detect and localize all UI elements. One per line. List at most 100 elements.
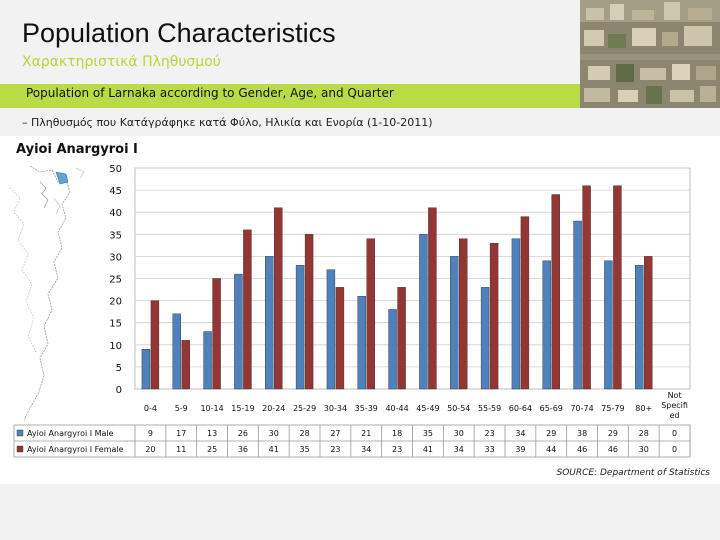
y-tick-label: 30 [109, 252, 122, 263]
y-tick-label: 0 [116, 385, 122, 396]
category-label: 25-29 [293, 404, 316, 413]
data-table-value: 41 [269, 445, 279, 454]
legend-label: Ayioi Anargyroi I Male [27, 429, 114, 438]
bar-male [604, 260, 613, 390]
category-label: 10-14 [200, 404, 223, 413]
bar-female [274, 207, 283, 390]
category-label: 70-74 [570, 404, 593, 413]
category-label: 20-24 [262, 404, 285, 413]
location-map [0, 158, 115, 424]
data-table-value: 34 [454, 445, 464, 454]
source-note: SOURCE: Department of Statistics [556, 468, 710, 478]
bar-male [357, 295, 366, 390]
category-label: 50-54 [447, 404, 470, 413]
category-label: Specifi [661, 401, 688, 410]
bar-male [141, 349, 151, 390]
bar-female [150, 300, 160, 390]
aerial-photo-image [580, 0, 720, 108]
data-table-value: 38 [577, 429, 587, 438]
data-table-value: 20 [145, 445, 155, 454]
y-tick-label: 50 [109, 164, 122, 175]
y-tick-label: 45 [109, 186, 122, 197]
bar-female [212, 278, 221, 390]
y-tick-label: 25 [109, 275, 122, 286]
data-table-value: 46 [577, 445, 587, 454]
bar-male [388, 309, 397, 390]
data-table-value: 21 [361, 429, 371, 438]
location-map-image [9, 165, 85, 421]
data-table-value: 39 [515, 445, 525, 454]
area-name: Ayioi Anargyroi I [16, 142, 138, 157]
banner-bar [0, 84, 580, 108]
category-label: 35-39 [355, 404, 378, 413]
bar-male [419, 234, 428, 390]
bar-female [335, 287, 345, 390]
category-labels: 0-4 5-9 10-14 15-19 20-24 25-29 30-34 35-39 40-4… [144, 391, 688, 420]
category-label: 65-69 [540, 404, 563, 413]
category-label: 0-4 [144, 404, 157, 413]
data-table-value: 28 [299, 429, 309, 438]
y-axis-ticks: 0 5 10 15 20 25 30 35 40 45 50 [109, 164, 122, 396]
bar-female [459, 238, 468, 390]
data-table-value: 17 [176, 429, 186, 438]
data-table-value: 44 [546, 445, 556, 454]
category-label: 60-64 [509, 404, 532, 413]
data-table-value: 35 [423, 429, 433, 438]
data-table-value: 27 [330, 429, 340, 438]
bar-male [480, 287, 490, 390]
bar-female [243, 229, 252, 390]
bar-female [551, 194, 560, 390]
bar-male [234, 273, 243, 390]
y-tick-label: 5 [116, 363, 122, 374]
data-table-value: 29 [608, 429, 618, 438]
data-table-value: 28 [639, 429, 649, 438]
data-table-value: 26 [238, 429, 248, 438]
bar-female [520, 216, 530, 390]
category-label: 40-44 [385, 404, 408, 413]
data-table-value: 18 [392, 429, 402, 438]
category-label: 75-79 [601, 404, 624, 413]
category-label: 55-59 [478, 404, 501, 413]
data-table-value: 23 [330, 445, 340, 454]
legend-swatch [16, 445, 24, 453]
category-label: ed [670, 411, 680, 420]
data-table: Ayioi Anargyroi I Male 9 17 13 26 30 28 27 21 18 3… [13, 424, 691, 458]
data-table-value: 35 [299, 445, 309, 454]
data-table-value: 29 [546, 429, 556, 438]
legend-label: Ayioi Anargyroi I Female [27, 445, 124, 454]
bar-female [613, 185, 622, 390]
bar-male [172, 313, 181, 390]
bar-male [450, 256, 459, 390]
bar-female [397, 287, 406, 390]
data-table-value: 34 [361, 445, 371, 454]
banner-text: Population of Larnaka according to Gende… [26, 86, 394, 100]
aerial-photo [580, 0, 720, 108]
bar-female [304, 234, 314, 390]
category-label: Not [668, 391, 682, 400]
bar-female [181, 340, 190, 390]
data-table-value: 25 [207, 445, 217, 454]
data-table-value: 0 [672, 445, 677, 454]
y-tick-label: 10 [109, 341, 122, 352]
category-label: 15-19 [231, 404, 254, 413]
data-table-value: 23 [392, 445, 402, 454]
category-label: 5-9 [175, 404, 188, 413]
page-subtitle-greek: Χαρακτηριστικά Πληθυσμού [22, 54, 221, 70]
bar-male [203, 331, 212, 390]
y-tick-label: 15 [109, 319, 122, 330]
bar-male [635, 265, 644, 390]
greek-description: – Πληθυσμός που Κατάγράφηκε κατά Φύλο, Η… [22, 116, 433, 129]
bars [141, 185, 653, 390]
bar-female [489, 242, 499, 390]
y-tick-label: 20 [109, 297, 122, 308]
legend-swatch [16, 429, 24, 437]
bar-male [265, 256, 274, 390]
data-table-value: 23 [484, 429, 494, 438]
category-label: 30-34 [324, 404, 347, 413]
data-table-value: 30 [269, 429, 279, 438]
data-table-value: 0 [672, 429, 677, 438]
data-table-value: 30 [454, 429, 464, 438]
category-label: 45-49 [416, 404, 439, 413]
bar-male [295, 265, 305, 390]
bar-male [542, 260, 551, 390]
